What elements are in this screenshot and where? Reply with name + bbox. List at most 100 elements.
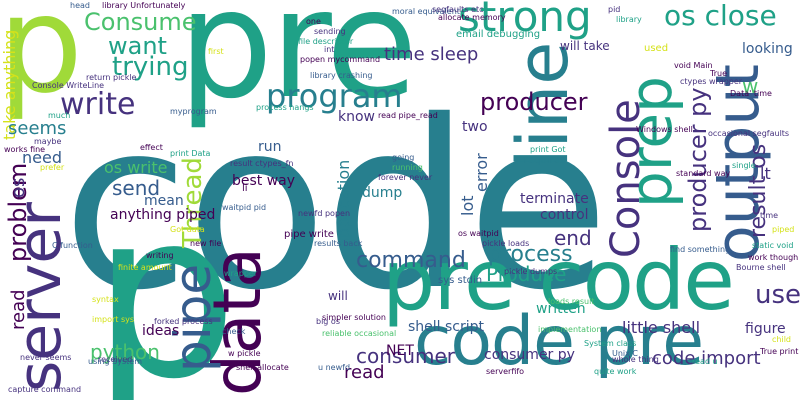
word-best-way: best way [232, 173, 296, 189]
small-word: occasional segfaults [708, 129, 790, 138]
small-word: sending [314, 27, 346, 36]
small-word: Console WriteLine [32, 81, 105, 90]
small-word: finite amount [118, 263, 172, 272]
small-word: waitpid pid [222, 203, 267, 212]
small-word: file descriptor [298, 37, 354, 46]
word-written: written [536, 301, 586, 317]
word-shell-script: shell script [408, 319, 485, 335]
small-word: capture command [8, 385, 82, 394]
small-word: Got data [170, 225, 205, 234]
word-consumer-py: consumer py [484, 347, 575, 363]
small-word: piped [772, 225, 795, 234]
word-process: process [488, 242, 573, 267]
small-word: True [710, 69, 727, 78]
word-ideas: ideas [142, 323, 180, 339]
word-os-write: os write [104, 158, 168, 177]
small-word: time [760, 211, 779, 220]
small-word: void Main [674, 61, 713, 70]
word-two: two [462, 119, 488, 135]
word-pre: pre [178, 0, 418, 132]
small-word: moral equivalent [392, 7, 460, 16]
word-seems: seems [8, 118, 67, 139]
small-word: import sys [92, 315, 135, 324]
word-net: NET [386, 343, 414, 359]
small-word: prefer [40, 163, 65, 172]
word-want: want [108, 32, 167, 60]
small-word: syntax [92, 295, 119, 304]
small-word: work though [748, 253, 799, 262]
word-send: send [112, 176, 161, 200]
small-word: email debugging [456, 29, 541, 40]
small-word: big os [316, 317, 340, 326]
small-word: True print [760, 347, 799, 356]
word-strong: strong [458, 0, 592, 41]
small-word: myprogram [170, 107, 217, 116]
small-word: System class [584, 339, 637, 348]
small-word: Bourne shell [736, 263, 786, 272]
word-code-pre: code pre [414, 302, 704, 381]
small-word: print Got [530, 145, 566, 154]
small-word: library [616, 15, 642, 24]
word-terminate: terminate [520, 191, 589, 207]
small-word: C function [52, 241, 93, 250]
small-word: find something [670, 245, 731, 254]
word-looking: looking [742, 41, 793, 57]
word-little-shell: little shell [622, 318, 701, 337]
small-word: pickle loads [482, 239, 530, 248]
small-word: Unix C [612, 349, 639, 358]
small-word: int [324, 45, 335, 54]
word-consume: Consume [84, 8, 197, 36]
small-word: requires [524, 155, 565, 166]
small-word: w pickle [228, 349, 261, 358]
small-word: standard way [676, 169, 731, 178]
small-word: return pickle [86, 73, 137, 82]
small-word: process hangs [256, 103, 314, 112]
word-read: read [344, 362, 385, 383]
small-word: Windows shell [636, 125, 693, 134]
word-sys-stdin: sys stdin [438, 275, 483, 286]
word-thread: Thread [178, 157, 208, 248]
small-word: static void [752, 241, 794, 250]
small-word: much [48, 111, 71, 120]
word-li: li [242, 183, 248, 194]
small-word: popen mycommand [300, 55, 381, 64]
word-producer-py: producer py [684, 87, 712, 232]
word-know: know [338, 109, 375, 125]
word-p-left: p [92, 163, 238, 400]
word-os-waitpid: os waitpid [458, 229, 499, 238]
word-need: need [22, 148, 62, 167]
word-anything-piped: anything piped [110, 207, 216, 223]
small-word: quite work [594, 367, 637, 376]
small-word: wrapper [224, 269, 258, 278]
small-word: result ctypes_fn [230, 159, 294, 168]
small-word: never seems [20, 353, 72, 362]
word-write: write [60, 87, 136, 122]
word-lt: lt [760, 164, 771, 183]
small-word: check [222, 327, 246, 336]
small-word: allocate memory [438, 13, 506, 22]
small-word: newfd popen [298, 209, 351, 218]
word-pipe-write: pipe write [284, 229, 334, 240]
small-word: serverfifo [486, 367, 525, 376]
small-word: running [392, 163, 423, 172]
word-code-import: code import [652, 348, 761, 369]
word-consumer: consumer [356, 344, 456, 368]
small-word: using System [88, 357, 142, 366]
small-word: read pipe_read [378, 111, 438, 120]
small-word: Data' time [730, 89, 772, 98]
small-word: simpler solution [322, 313, 386, 322]
small-word: single [732, 161, 756, 170]
word-use: use [755, 280, 800, 310]
small-word: going [392, 153, 415, 162]
small-word: shell allocate [236, 363, 289, 372]
word-python: python [90, 340, 160, 364]
small-word: one [306, 17, 321, 26]
small-word: ctypes wrapper [680, 77, 743, 86]
word-w: w [742, 74, 759, 98]
small-word: reliable occasional [322, 329, 397, 338]
word-read-left: read [8, 289, 29, 330]
small-word: first [208, 47, 224, 56]
small-word: loads result [548, 297, 595, 306]
small-word: writing [146, 251, 174, 260]
small-word: results back [314, 239, 363, 248]
